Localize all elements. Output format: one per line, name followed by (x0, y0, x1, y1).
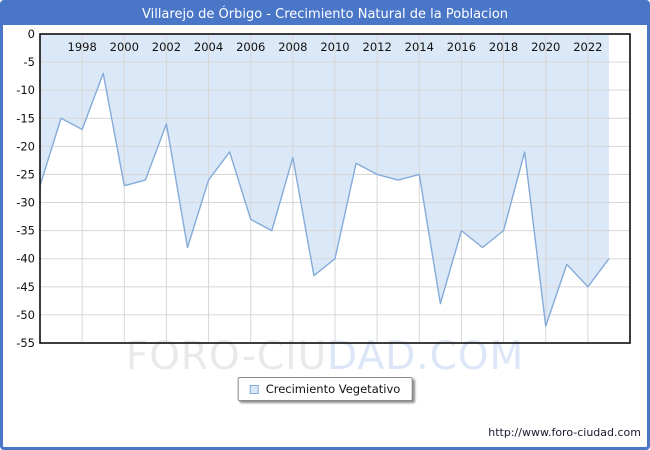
svg-text:-50: -50 (16, 308, 35, 322)
svg-text:2018: 2018 (489, 40, 518, 54)
svg-text:2004: 2004 (194, 40, 223, 54)
svg-text:-45: -45 (16, 280, 35, 294)
svg-text:2006: 2006 (236, 40, 265, 54)
svg-text:2014: 2014 (405, 40, 434, 54)
svg-text:-15: -15 (16, 111, 35, 125)
svg-text:-20: -20 (16, 139, 35, 153)
page-title: Villarejo de Órbigo - Crecimiento Natura… (141, 6, 509, 22)
svg-text:-25: -25 (16, 167, 35, 181)
svg-text:-35: -35 (16, 224, 35, 238)
title-bar: Villarejo de Órbigo - Crecimiento Natura… (3, 3, 647, 25)
svg-text:-10: -10 (16, 83, 35, 97)
svg-text:1998: 1998 (68, 40, 97, 54)
svg-text:-5: -5 (24, 55, 35, 69)
watermark-blue: DAD.COM (327, 334, 525, 379)
svg-text:2002: 2002 (152, 40, 181, 54)
svg-text:2008: 2008 (278, 40, 307, 54)
legend-label: Crecimiento Vegetativo (265, 382, 401, 396)
svg-text:2012: 2012 (363, 40, 392, 54)
svg-text:-55: -55 (16, 336, 35, 350)
svg-text:2020: 2020 (531, 40, 560, 54)
svg-text:-30: -30 (16, 196, 35, 210)
legend-marker-square (249, 384, 259, 394)
svg-text:2000: 2000 (110, 40, 139, 54)
svg-text:2010: 2010 (320, 40, 349, 54)
footer-url: http://www.foro-ciudad.com (488, 426, 641, 439)
svg-text:2022: 2022 (573, 40, 602, 54)
svg-text:-40: -40 (16, 252, 35, 266)
svg-text:2016: 2016 (447, 40, 476, 54)
svg-text:0: 0 (28, 27, 35, 41)
legend-box: Crecimiento Vegetativo (237, 377, 413, 401)
